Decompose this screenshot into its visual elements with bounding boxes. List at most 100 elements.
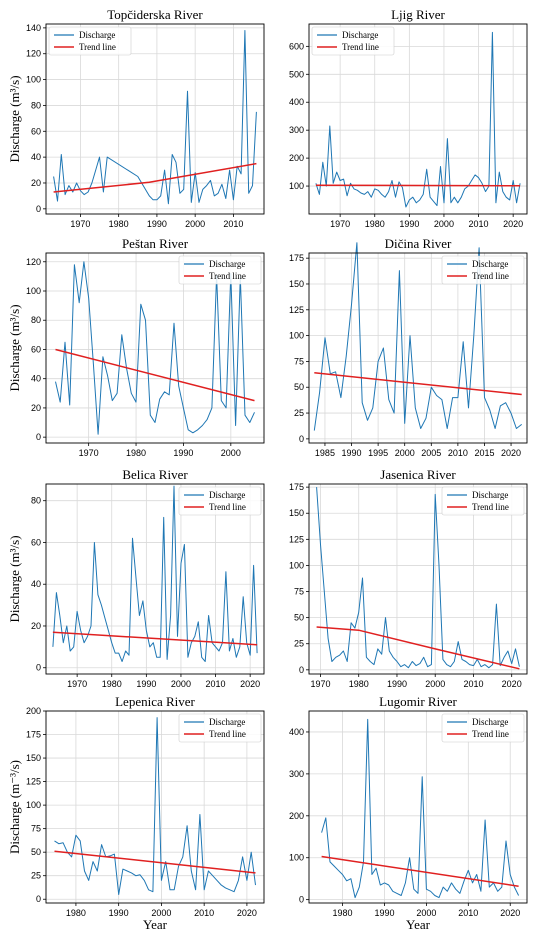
chart-panel-7: 1980 1990 2000 2010 2020 0 25 50 75 100 125 150 175 2… [7,694,265,932]
x-tick-label: 2010 [206,679,226,689]
plot-frame [308,710,528,904]
x-tick-label: 2020 [503,219,523,229]
chart-title: Ljig River [391,7,445,22]
legend: Discharge Trend line [178,255,262,285]
y-tick-label: 80 [31,100,41,110]
y-tick-label: 125 [289,305,304,315]
y-tick-label: 120 [26,257,41,267]
legend-trend-label: Trend line [342,42,379,52]
discharge-line [315,31,521,208]
trend-line [315,184,521,187]
y-tick-label: 75 [31,824,41,834]
y-tick-label: 100 [289,560,304,570]
x-tick-label: 2000 [185,219,205,229]
discharge-line [55,261,255,435]
y-tick-label: 75 [294,587,304,597]
x-tick-label: 2005 [421,448,441,458]
legend: Discharge Trend line [48,26,132,56]
y-tick-label: 40 [31,579,41,589]
plot-frame [45,252,265,444]
x-tick-label: 2010 [458,908,478,918]
discharge-line [52,485,258,662]
legend-trend-label: Trend line [79,42,116,52]
y-tick-label: 150 [289,508,304,518]
x-tick-label: 1990 [342,448,362,458]
y-tick-label: 25 [294,408,304,418]
trend-line [321,855,519,887]
discharge-line [313,242,523,431]
y-tick-label: 150 [26,753,41,763]
y-tick-label: 60 [31,537,41,547]
x-tick-label: 2020 [237,908,257,918]
x-tick-label: 2010 [223,219,243,229]
x-tick-label: 2010 [194,908,214,918]
chart-title: Topčiderska River [107,7,203,22]
x-tick-label: 1990 [399,219,419,229]
legend-box [441,713,525,743]
y-tick-label: 0 [36,432,41,442]
chart-title: Peštan River [122,236,189,251]
x-tick-label: 2010 [469,219,489,229]
legend-box [441,486,525,516]
chart-panel-6: 1970 1980 1990 2000 2010 2020 0 25 50 75 100 125 150… [289,467,528,689]
chart-title: Belica River [122,467,188,482]
legend-trend-label: Trend line [209,729,246,739]
x-tick-label: 1970 [67,679,87,689]
legend: Discharge Trend line [178,713,262,743]
x-tick-label: 1990 [147,219,167,229]
legend-discharge-label: Discharge [209,259,245,269]
legend: Discharge Trend line [311,26,395,56]
y-tick-label: 200 [289,153,304,163]
x-tick-label: 2010 [463,679,483,689]
x-tick-label: 1995 [368,448,388,458]
x-tick-label: 2000 [151,908,171,918]
legend: Discharge Trend line [178,486,262,516]
discharge-line [321,718,520,899]
x-tick-label: 1970 [70,219,90,229]
x-tick-label: 2000 [425,679,445,689]
x-tick-label: 1990 [374,908,394,918]
legend-trend-label: Trend line [472,502,509,512]
trend-line [314,372,522,396]
y-tick-label: 75 [294,356,304,366]
y-tick-label: 600 [289,41,304,51]
legend-trend-label: Trend line [472,271,509,281]
y-tick-label: 0 [36,663,41,673]
y-tick-label: 100 [289,331,304,341]
chart-panel-8: 1980 1990 2000 2010 2020 0 100 200 300 400 Lugomir… [289,694,528,932]
x-tick-label: 1970 [79,448,99,458]
plot-frame [308,252,528,444]
trend-line [53,162,257,193]
y-tick-label: 100 [26,286,41,296]
trend-line [54,850,256,874]
y-tick-label: 40 [31,152,41,162]
chart-panel-4: 1985 1990 1995 2000 2005 2010 2015 2020 0 25 50 75 1… [289,236,528,458]
x-tick-label: 1980 [333,908,353,918]
y-tick-label: 50 [294,613,304,623]
legend-discharge-label: Discharge [79,30,115,40]
y-tick-label: 400 [289,97,304,107]
legend-box [48,26,132,56]
x-tick-label: 1980 [102,679,122,689]
legend-trend-label: Trend line [472,729,509,739]
chart-panel-3: 1970 1980 1990 2000 0 20 40 60 80 100 120 Peštan Ri… [7,236,265,458]
plot-frame [45,23,265,215]
x-tick-label: 2020 [240,679,260,689]
legend-discharge-label: Discharge [472,259,508,269]
chart-panel-2: 1970 1980 1990 2000 2010 2020 100 200 300 400 500 6… [289,7,528,229]
x-tick-label: 2000 [221,448,241,458]
x-tick-label: 2000 [395,448,415,458]
discharge-line [54,717,256,895]
y-tick-label: 400 [289,727,304,737]
legend-discharge-label: Discharge [472,490,508,500]
x-tick-label: 1980 [126,448,146,458]
x-tick-label: 2010 [448,448,468,458]
y-tick-label: 300 [289,769,304,779]
y-tick-label: 80 [31,496,41,506]
trend-line [55,348,255,402]
chart-title: Lugomir River [379,694,457,709]
y-axis-label: Discharge (m⁻³/s) [7,760,22,854]
chart-title: Lepenica River [115,694,195,709]
y-tick-label: 200 [289,811,304,821]
